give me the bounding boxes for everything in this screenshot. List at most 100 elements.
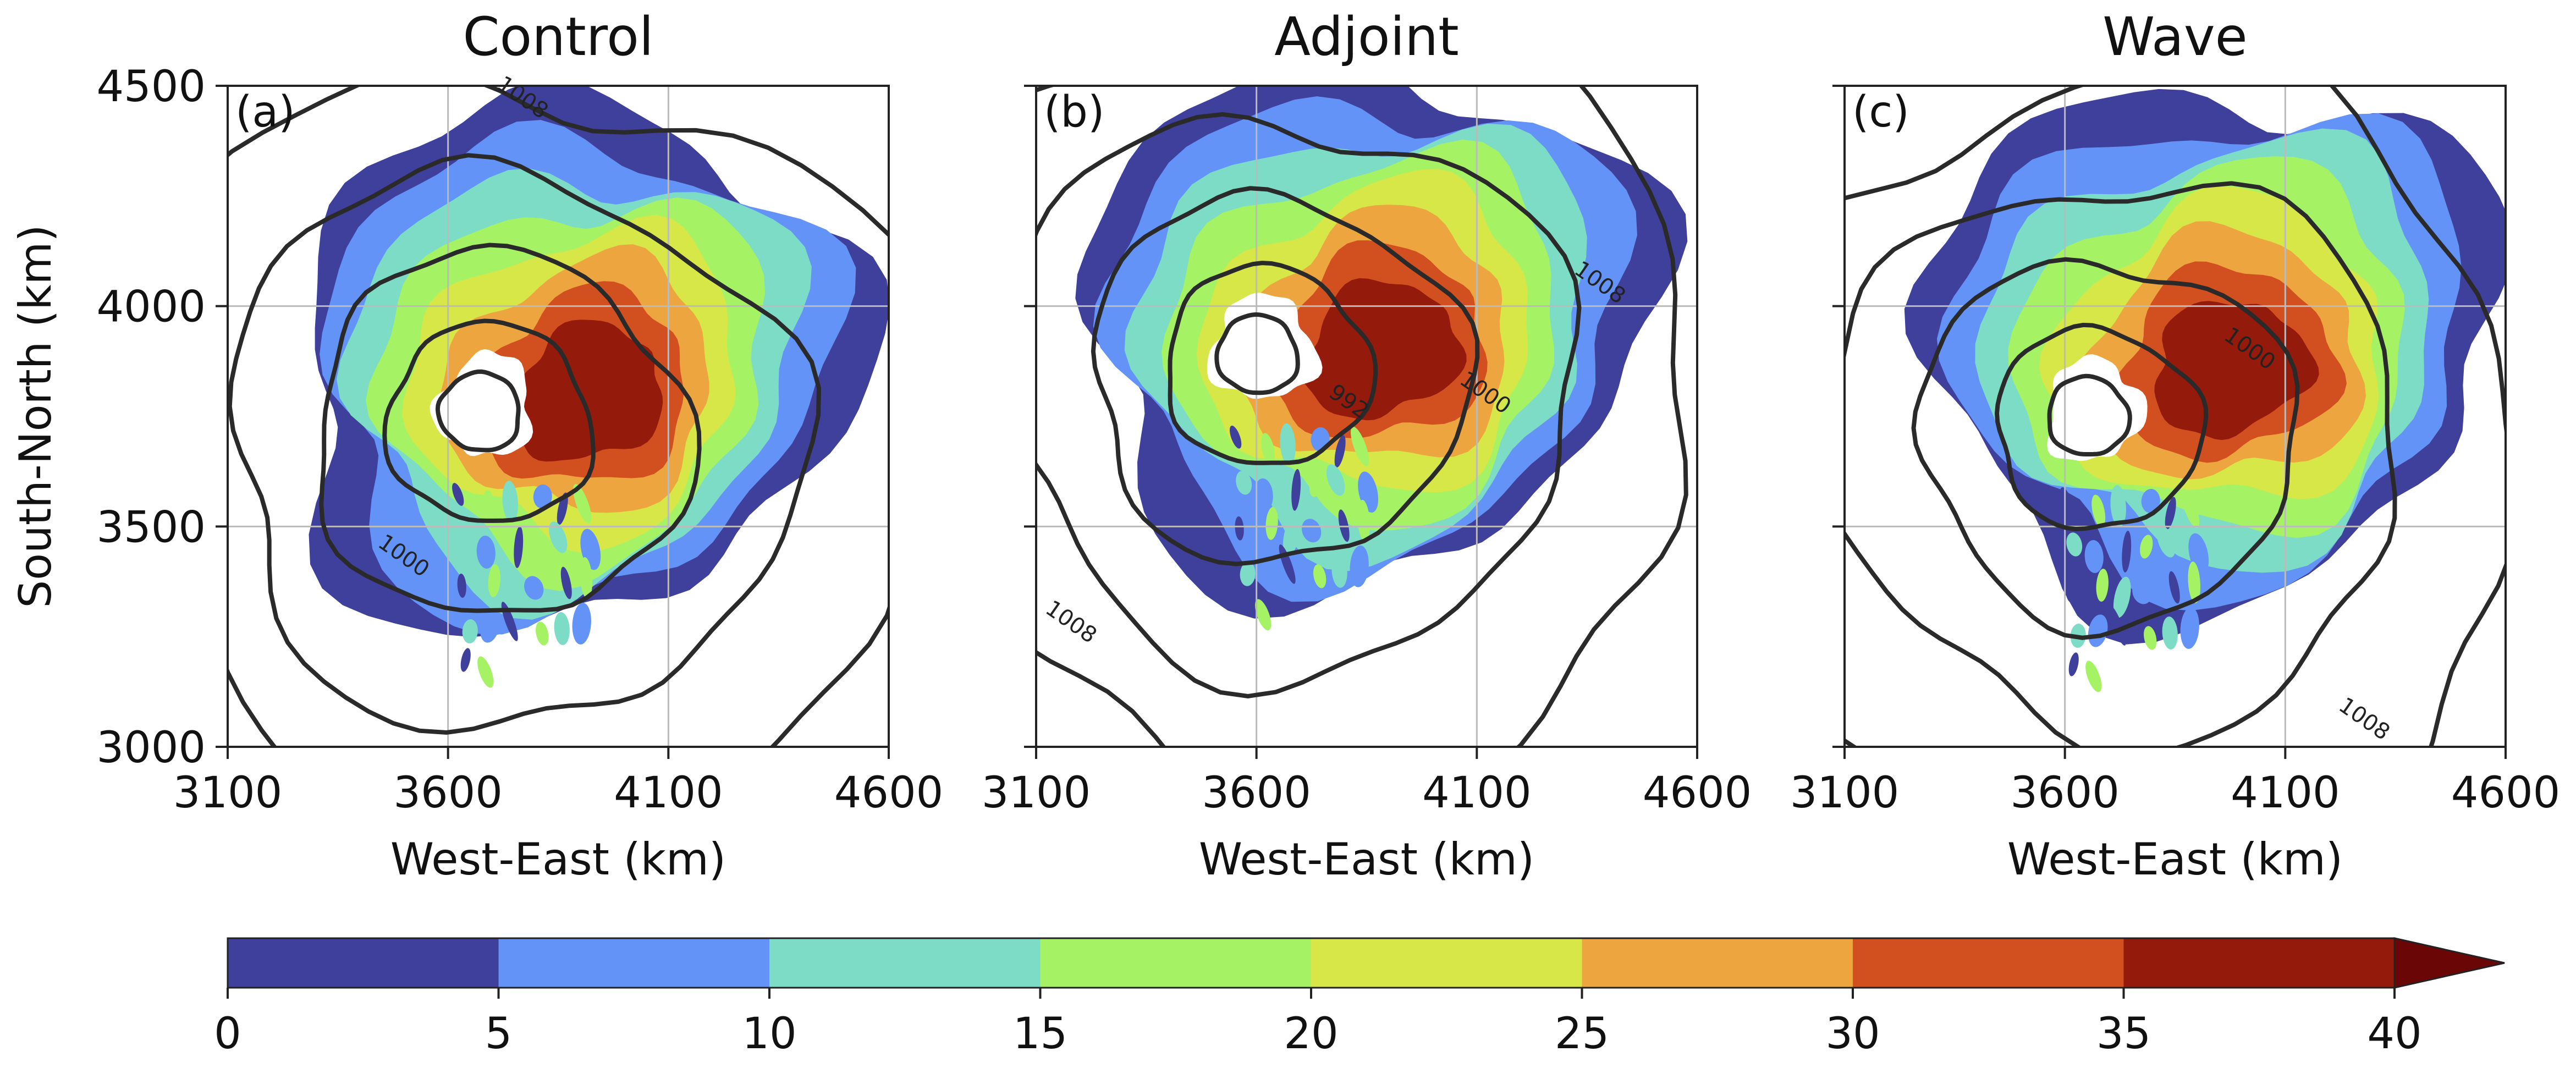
rainband-fragment	[549, 521, 568, 553]
rainband-fragment	[457, 574, 466, 598]
rainband-fragment	[2188, 561, 2201, 603]
y-tick-label: 3000	[96, 723, 206, 773]
contour-lines	[228, 86, 889, 747]
rainband-fragment	[1331, 554, 1347, 588]
rainband-fragment	[1283, 515, 1301, 557]
rainband-fragment	[1357, 499, 1370, 542]
shading-layer	[1904, 89, 2506, 692]
plot-frame	[227, 85, 890, 748]
x-tick-label: 4100	[614, 768, 723, 818]
contour-label: 1008	[1041, 596, 1102, 648]
rainband-fragment	[1291, 469, 1301, 511]
rainband-fragment	[2065, 578, 2074, 602]
colorbar-tick-labels: 0 5 10 15 20 25 30 35 40	[214, 988, 2422, 1059]
isobar-line	[1994, 322, 2209, 532]
x-axis-label: West-East (km)	[2007, 834, 2343, 885]
rainband-fragment	[480, 610, 500, 643]
rainband-fragment	[1313, 564, 1326, 588]
isobar-line	[1845, 181, 2397, 747]
colorbar-tick-label: 40	[2367, 1009, 2421, 1059]
isobar-line	[1911, 257, 2300, 640]
storm-eye	[430, 349, 533, 456]
isobar-line	[435, 369, 521, 453]
y-tick-label: 4500	[96, 62, 206, 112]
x-tick-label: 4600	[1643, 768, 1752, 818]
rainband-fragment	[1334, 435, 1346, 468]
colorbar-tick-label: 20	[1284, 1009, 1338, 1059]
colorbar-tick-label: 10	[742, 1009, 796, 1059]
rainband-fragment	[2132, 580, 2152, 604]
colorbar-segment	[769, 938, 1041, 988]
rainband-fragment	[580, 557, 593, 599]
rainband-fragment	[2084, 540, 2104, 573]
rainband-fragment	[1326, 464, 1345, 496]
isobar-line	[1036, 112, 1582, 698]
rainband-fragment	[533, 485, 552, 509]
rainband-fragment	[532, 530, 545, 554]
shading-layer	[1075, 86, 1688, 631]
rainband-fragment	[2168, 571, 2180, 604]
colorbar-segments	[227, 937, 2505, 989]
colorbar-segment	[1040, 938, 1312, 988]
rainband-fragment	[2110, 485, 2126, 527]
x-tick-label: 4600	[2451, 768, 2561, 818]
rainband-fragment	[502, 481, 518, 522]
x-tick-label: 3100	[173, 768, 283, 818]
rainband-fragment	[1280, 423, 1296, 465]
colorbar-tick-label: 15	[1013, 1009, 1067, 1059]
rainband-fragment	[2181, 488, 2200, 528]
rainband-fragment	[2096, 569, 2109, 602]
rainband-fragment	[2140, 535, 2153, 559]
x-axis-label: West-East (km)	[1199, 834, 1534, 885]
x-tick-label: 3600	[1202, 768, 1311, 818]
rainband-fragment	[1255, 599, 1272, 631]
rainband-fragment	[1235, 516, 1244, 541]
panel-title: Adjoint	[1274, 6, 1458, 68]
rainband-fragment	[1261, 433, 1275, 466]
rainband-fragment	[1254, 478, 1273, 511]
shading-band	[504, 320, 663, 462]
colorbar-segment	[1311, 938, 1582, 988]
isobar-line	[1091, 186, 1480, 566]
rainband-fragment	[514, 526, 524, 568]
rainband-fragment	[1301, 519, 1322, 543]
isobar-line	[1168, 261, 1378, 465]
rainband-fragment	[452, 483, 464, 506]
rainband-fragment	[483, 490, 498, 523]
rainband-fragment	[476, 536, 496, 569]
rainband-fragment	[2088, 614, 2108, 647]
x-tick-label: 4100	[2231, 768, 2340, 818]
x-tick-labels: 3100 3600 4100 4600	[1790, 768, 2561, 818]
colorbar-extend-arrow	[2393, 937, 2505, 989]
y-tick-labels: 3000 3500 4000 4500	[96, 62, 206, 773]
rainband-fragment	[560, 566, 572, 599]
rainband-fragment	[1238, 591, 1248, 615]
colorbar-segment	[498, 938, 770, 988]
colorbar-tick-label: 35	[2096, 1009, 2151, 1059]
colorbar-tick-label: 30	[1825, 1009, 1880, 1059]
rainband-fragment	[536, 621, 549, 646]
rainband-fragment	[2109, 606, 2126, 646]
x-tick-label: 3100	[1790, 768, 1900, 818]
x-tick-label: 3100	[982, 768, 1091, 818]
rainband-fragment	[2085, 660, 2102, 692]
isobar-line	[319, 243, 702, 613]
panel-label: (c)	[1852, 87, 1909, 137]
rainband-fragment	[2068, 652, 2079, 676]
isobar-line	[1036, 86, 1688, 747]
colorbar-segment	[1582, 938, 1853, 988]
rainband-fragment	[505, 572, 523, 614]
rainband-fragment	[2165, 497, 2176, 530]
panel-title: Wave	[2102, 6, 2247, 68]
rainband-fragment	[554, 612, 570, 645]
colorbar-segment	[228, 938, 499, 988]
isobar-line	[228, 86, 889, 747]
rainband-fragment	[477, 656, 494, 688]
rainband-fragment	[2113, 576, 2131, 618]
rainband-fragment	[2066, 532, 2083, 557]
rainband-fragment	[458, 528, 475, 552]
isobar-line	[382, 318, 596, 523]
